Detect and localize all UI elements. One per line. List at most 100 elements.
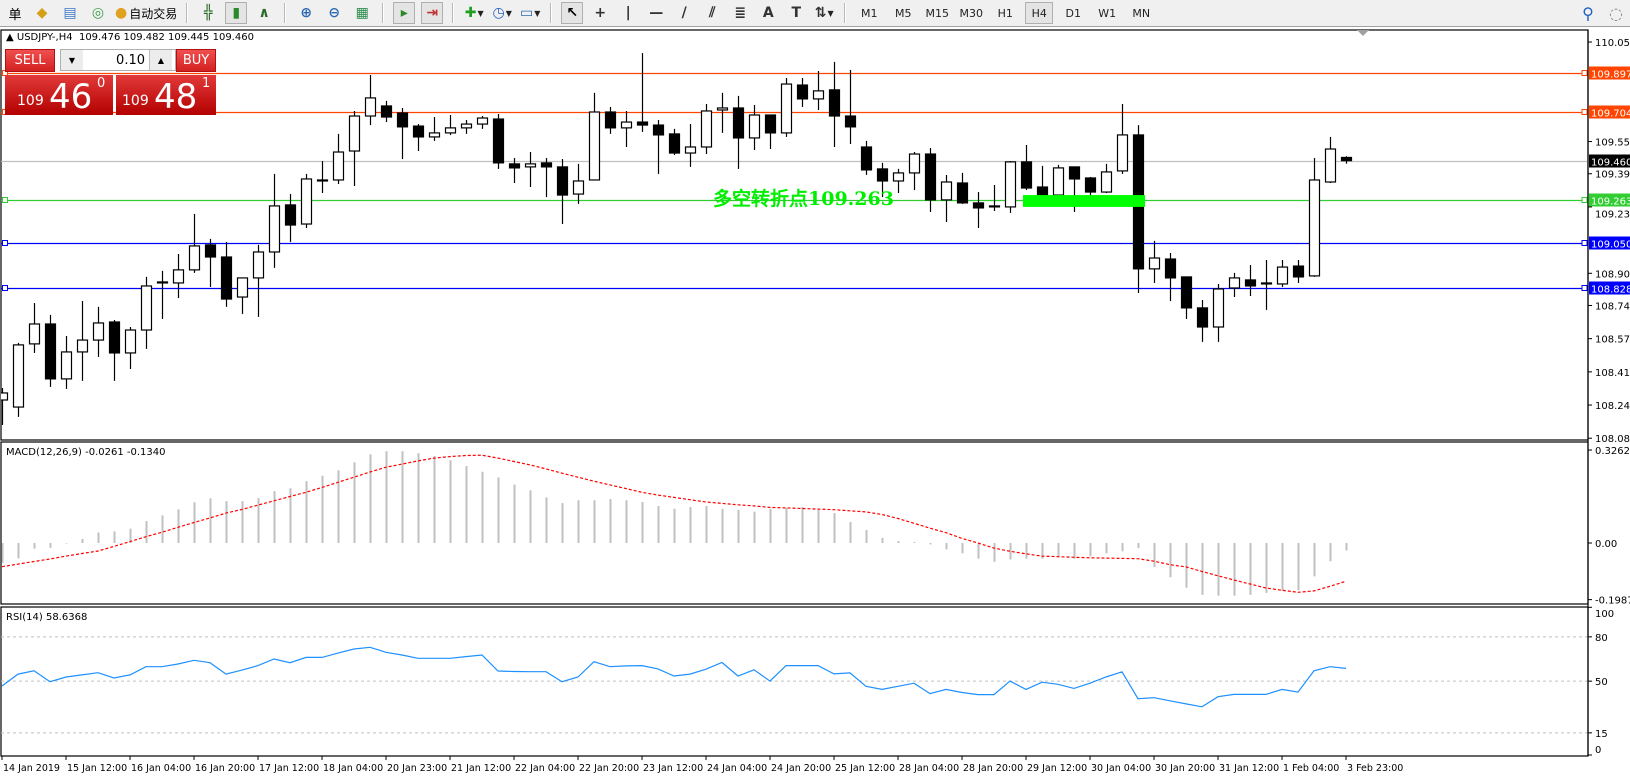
text-button[interactable]: A — [757, 2, 779, 24]
arrows-button[interactable]: ⇅ ▼ — [813, 2, 835, 24]
autotrading-button[interactable]: ● 自动交易 — [115, 2, 177, 24]
triangle-up-icon[interactable]: ▲ — [6, 32, 17, 43]
candle-body — [780, 83, 793, 134]
timeframe-m5-button[interactable]: M5 — [894, 6, 912, 20]
crosshair-button[interactable]: + — [589, 2, 611, 24]
price-tag-label: 108.828 — [1591, 285, 1630, 296]
buy-button[interactable]: BUY — [176, 49, 216, 72]
chevron-down-icon[interactable]: ▼ — [477, 8, 484, 18]
market-watch-button[interactable]: ◆ — [31, 2, 53, 24]
sell-button[interactable]: SELL — [5, 49, 55, 72]
candle-body — [124, 329, 137, 354]
candle-body — [908, 153, 921, 174]
price-axis-label: 109.395 — [1595, 170, 1630, 181]
timeframe-d1-button[interactable]: D1 — [1065, 6, 1081, 20]
ohlc-open: 109.476 — [78, 32, 121, 43]
bar-chart-button[interactable]: ╬ — [197, 2, 219, 24]
navigator-button[interactable]: ◎ — [87, 2, 109, 24]
candlestick-chart-button[interactable]: ▮ — [225, 2, 248, 24]
chevron-down-icon[interactable]: ▼ — [505, 8, 512, 18]
candle-body — [220, 256, 233, 300]
buy-price-button[interactable]: 109 48 1 — [116, 75, 216, 115]
macd-signal-line — [1, 454, 1347, 593]
zoom-in-button[interactable]: ⊕ — [295, 2, 317, 24]
candle — [188, 213, 201, 273]
templates-button[interactable]: ▭ ▼ — [519, 2, 541, 24]
candle-body — [572, 180, 585, 195]
candle — [1020, 144, 1033, 191]
equidistant-channel-button[interactable]: ⫽ — [701, 2, 723, 24]
candle-body — [1068, 166, 1081, 180]
candle-body — [716, 107, 729, 111]
candle-body — [12, 344, 25, 408]
candle-body — [1148, 257, 1161, 270]
chevron-down-icon[interactable]: ▼ — [827, 8, 834, 18]
periods-button[interactable]: ◷ ▼ — [491, 2, 513, 24]
price-axis-label: 108.740 — [1595, 301, 1630, 312]
candle — [1148, 240, 1161, 283]
time-axis-label: 28 Jan 04:00 — [899, 763, 959, 774]
tile-windows-icon: ▦ — [355, 5, 369, 21]
sell-price-button[interactable]: 109 46 0 — [5, 75, 113, 115]
cursor-button[interactable]: ↖ — [561, 2, 584, 24]
search-button[interactable]: ⚲ — [1577, 2, 1599, 24]
candle-body — [524, 163, 537, 168]
candle — [1260, 260, 1273, 310]
indicators-button[interactable]: ✚ ▼ — [463, 2, 485, 24]
candle — [60, 336, 73, 389]
candle — [460, 120, 473, 134]
macd-axis-label: 0.3262 — [1595, 446, 1630, 457]
candle — [444, 115, 457, 135]
candle — [492, 114, 505, 169]
main-plot — [1, 53, 1588, 425]
candle-body — [508, 163, 521, 169]
chart-window[interactable]: 110.050 109.555 109.395 109.230 108.900 108.7… — [0, 28, 1630, 777]
timeframe-m30-button[interactable]: M30 — [959, 6, 983, 20]
timeframe-h4-button[interactable]: H4 — [1025, 2, 1054, 24]
candle-body — [1180, 276, 1193, 309]
chevron-down-icon[interactable]: ▼ — [534, 8, 541, 18]
candle — [972, 192, 985, 229]
timeframe-mn-button[interactable]: MN — [1132, 6, 1151, 20]
candle — [1276, 260, 1289, 287]
text-label-button[interactable]: T — [785, 2, 807, 24]
line-chart-icon: ∧ — [258, 5, 270, 21]
candle-body — [172, 269, 185, 284]
timeframe-h1-button[interactable]: H1 — [997, 6, 1013, 20]
timeframe-m1-button[interactable]: M1 — [860, 6, 878, 20]
fibonacci-retracement-button[interactable]: ≣ — [729, 2, 751, 24]
trendline-button[interactable]: / — [673, 2, 695, 24]
candle-body — [1116, 134, 1129, 172]
candle — [620, 110, 633, 147]
data-window-button[interactable]: ▤ — [59, 2, 81, 24]
candle — [988, 185, 1001, 211]
candle — [380, 100, 393, 123]
candle-body — [44, 323, 57, 380]
indicators-icon: ✚ — [464, 5, 477, 21]
zoom-out-button[interactable]: ⊖ — [323, 2, 345, 24]
chat-button[interactable]: ◌ — [1605, 2, 1627, 24]
pivot-annotation[interactable]: 多空转折点109.263 — [713, 188, 894, 210]
timeframe-w1-button[interactable]: W1 — [1098, 6, 1117, 20]
candle — [476, 116, 489, 129]
vertical-line-button[interactable]: | — [617, 2, 639, 24]
lot-increase-icon[interactable]: ▲ — [149, 50, 172, 70]
candle — [604, 106, 617, 134]
lot-decrease-icon[interactable]: ▼ — [61, 50, 84, 70]
auto-scroll-icon: ▸ — [400, 5, 408, 21]
candle — [1132, 125, 1145, 294]
auto-scroll-button[interactable]: ▸ — [393, 2, 416, 24]
new-order-label[interactable]: 单 — [3, 2, 25, 24]
one-click-trading-panel: SELL ▼ ▲ BUY 109 46 0 109 48 1 — [5, 49, 216, 115]
candle — [1340, 156, 1353, 164]
line-anchor-right — [1581, 70, 1588, 76]
line-chart-button[interactable]: ∧ — [253, 2, 275, 24]
horizontal-line-button[interactable]: — — [645, 2, 667, 24]
lot-size-input[interactable] — [83, 50, 149, 70]
candle — [892, 168, 905, 194]
candle — [428, 117, 441, 141]
timeframe-m15-button[interactable]: M15 — [925, 6, 949, 20]
time-axis-label: 22 Jan 04:00 — [515, 763, 575, 774]
tile-windows-button[interactable]: ▦ — [351, 2, 373, 24]
chart-shift-button[interactable]: ⇥ — [421, 2, 444, 24]
